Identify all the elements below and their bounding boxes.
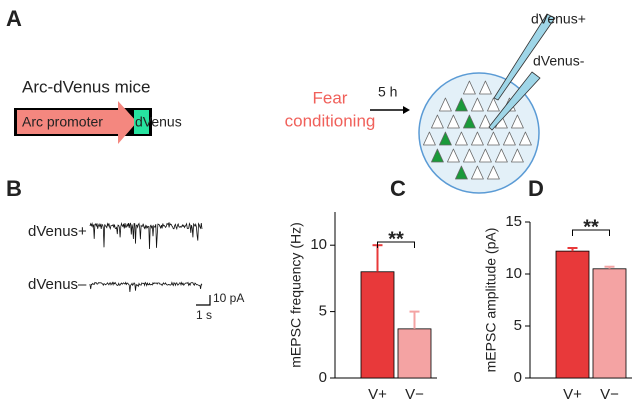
panel-label: B <box>6 176 22 201</box>
significance-bracket <box>572 229 610 236</box>
cell <box>447 114 460 129</box>
significance: ** <box>388 228 404 250</box>
cell <box>479 80 492 95</box>
bar <box>360 271 395 379</box>
trace-label: dVenus+ <box>28 223 87 240</box>
cell <box>463 148 476 163</box>
cell <box>479 114 492 129</box>
y-tick-label: 10 <box>310 236 327 253</box>
arrow-head <box>403 106 410 114</box>
treatment: Fear <box>313 88 348 107</box>
cell <box>463 114 476 129</box>
cell <box>511 114 524 129</box>
y-tick-label: 10 <box>505 265 522 282</box>
cell <box>487 97 500 112</box>
x-tick-label: V+ <box>563 386 582 403</box>
y-tick-label: 15 <box>505 213 522 230</box>
y-tick-label: 5 <box>319 303 327 320</box>
cell <box>471 97 484 112</box>
y-tick-label: 5 <box>514 317 522 334</box>
cell <box>439 131 452 146</box>
reporter-label: dVenus <box>135 114 182 130</box>
cell <box>431 148 444 163</box>
cell <box>511 148 524 163</box>
panel-label: C <box>390 176 406 201</box>
x-tick-label: V− <box>600 386 619 403</box>
cell <box>423 131 436 146</box>
cell <box>431 114 444 129</box>
cell <box>503 131 516 146</box>
bar <box>397 328 432 379</box>
significance-bracket <box>377 241 415 248</box>
bar <box>555 250 590 379</box>
scale-bar <box>196 295 211 306</box>
pipette <box>493 13 556 101</box>
treatment: conditioning <box>285 111 376 130</box>
trace <box>89 281 203 292</box>
reporter-box <box>134 110 149 134</box>
y-axis-label: mEPSC frequency (Hz) <box>288 222 304 367</box>
x-tick-label: V− <box>405 386 424 403</box>
panel-label: D <box>528 176 544 201</box>
cell <box>495 148 508 163</box>
promoter-arrow <box>17 101 137 144</box>
panel-label: A <box>6 6 22 31</box>
bar <box>592 268 627 379</box>
cell <box>455 97 468 112</box>
cell <box>519 131 532 146</box>
cell <box>455 131 468 146</box>
cell <box>487 131 500 146</box>
trace <box>89 221 203 250</box>
cell <box>455 165 468 180</box>
cell <box>439 97 452 112</box>
y-tick-label: 0 <box>319 369 327 386</box>
significance: ** <box>583 216 599 238</box>
y-tick-label: 0 <box>514 369 522 386</box>
pipette-label: dVenus+ <box>531 11 586 27</box>
cell <box>471 131 484 146</box>
cell <box>463 80 476 95</box>
cell <box>487 165 500 180</box>
mouse-label: Arc-dVenus mice <box>22 77 151 96</box>
y-axis-label: mEPSC amplitude (pA) <box>483 228 499 373</box>
cell <box>447 148 460 163</box>
x-tick-label: V+ <box>368 386 387 403</box>
cell <box>471 165 484 180</box>
scale-label: 10 pA <box>213 291 244 305</box>
pipette <box>488 71 541 131</box>
trace-label: dVenus– <box>28 276 87 293</box>
scale-label: 1 s <box>196 308 212 322</box>
cell <box>479 148 492 163</box>
delay: 5 h <box>378 84 397 100</box>
promoter-label: Arc promoter <box>22 114 103 130</box>
pipette-label: dVenus- <box>533 53 585 69</box>
